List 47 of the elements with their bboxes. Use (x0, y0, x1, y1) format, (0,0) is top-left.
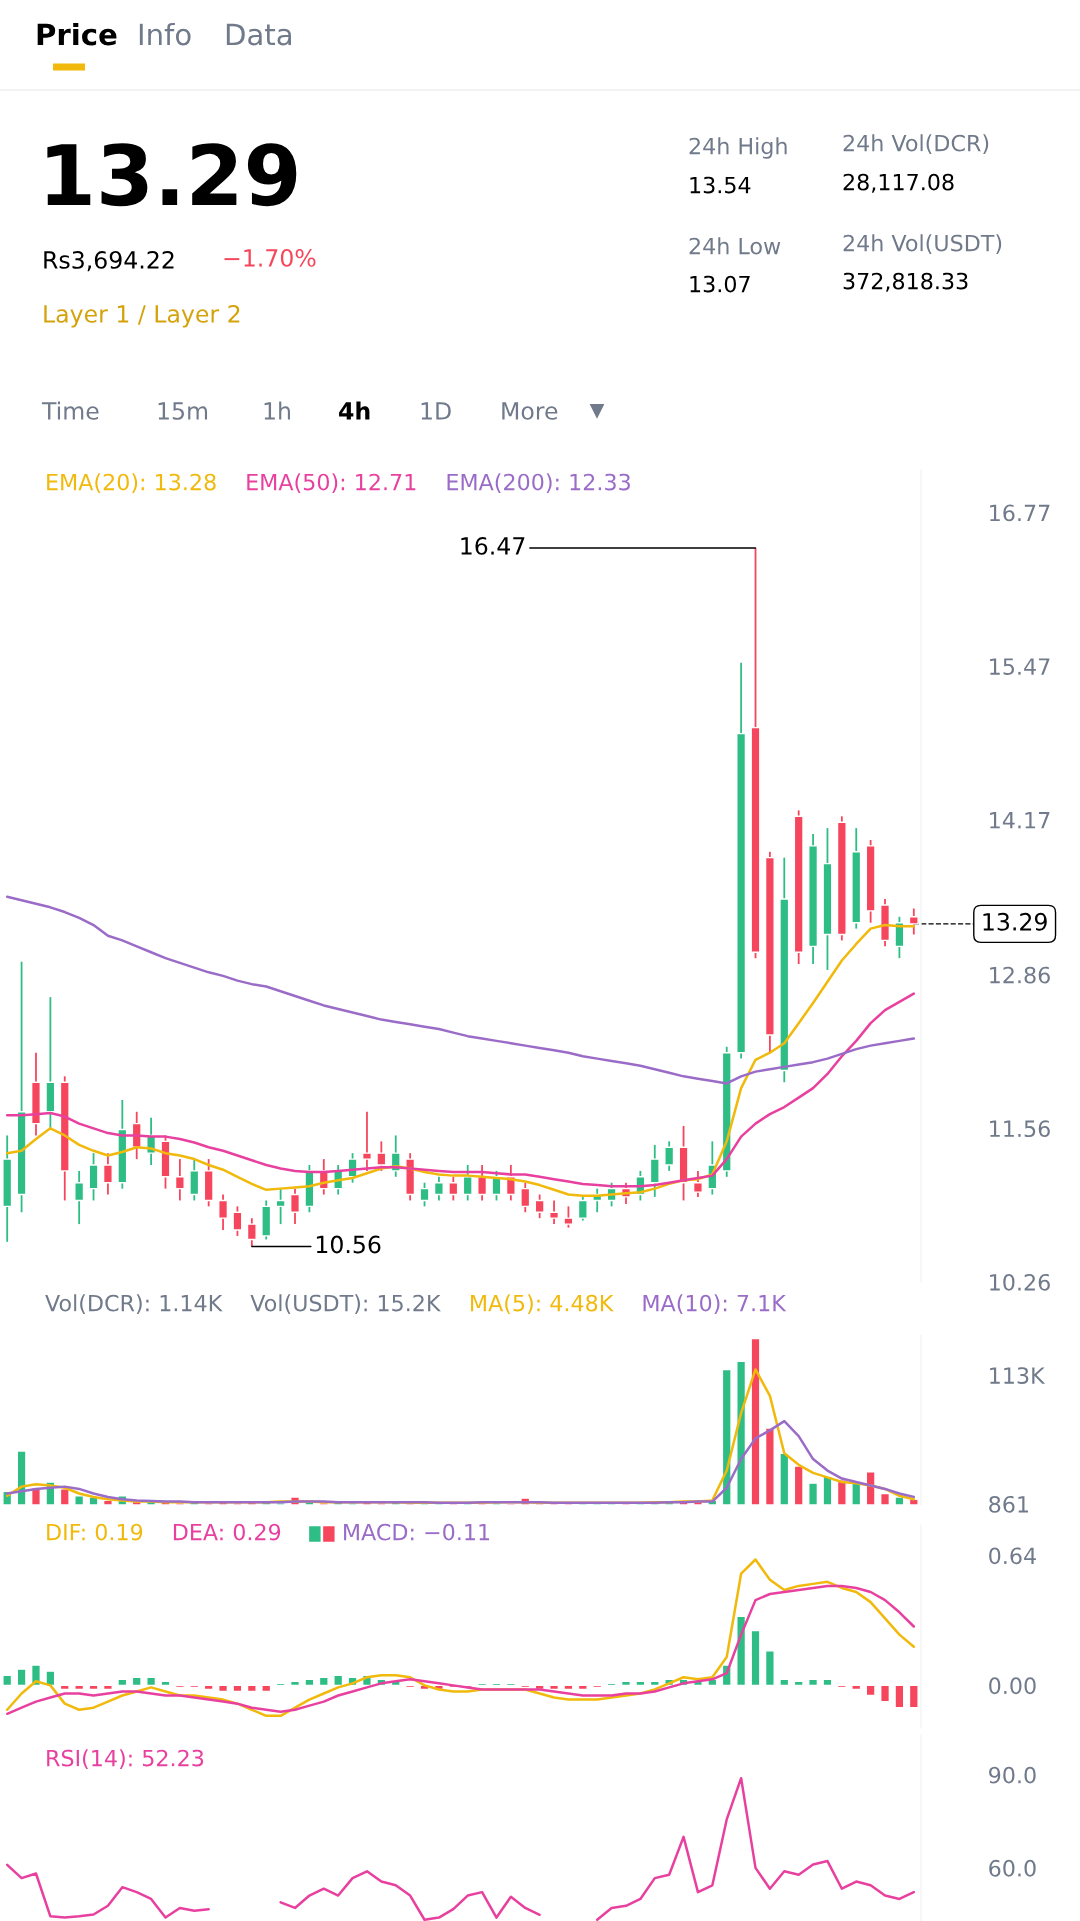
text: DEA: 0.29 (173, 1523, 281, 1541)
text: 372,818.33 (843, 272, 968, 292)
text: 24h High (689, 137, 787, 159)
text: Rs3,694.22 (44, 250, 174, 272)
y-tick-label: 0.00 (989, 1677, 1036, 1695)
text: Time (41, 401, 99, 420)
text: Vol(DCR): 1.14K (45, 1294, 223, 1315)
y-tick-label: 60.0 (989, 1859, 1036, 1877)
text: Vol(USDT): 15.2K (250, 1294, 441, 1315)
y-tick-label: 16.77 (990, 504, 1050, 522)
text: EMA(200): 12.33 (447, 473, 630, 494)
y-tick-label: 861 (989, 1495, 1029, 1513)
text: Info (139, 22, 191, 46)
y-tick-label: 11.56 (990, 1120, 1050, 1138)
text: −1.70% (224, 248, 316, 267)
text: 28,117.08 (843, 173, 954, 193)
text: 13.29 (47, 143, 297, 207)
y-tick-label: 15.47 (990, 658, 1050, 675)
y-tick-label: 12.86 (990, 966, 1050, 984)
y-tick-label: 113K (990, 1367, 1046, 1384)
ref-line-label: 13.29 (983, 912, 1047, 931)
y-tick-label: 14.17 (990, 812, 1050, 829)
text: 13.07 (690, 275, 750, 293)
text: RSI(14): 52.23 (47, 1749, 204, 1770)
annotation: 16.47 (461, 537, 525, 555)
text: 15m (158, 402, 208, 420)
text: MA(5): 4.48K (471, 1294, 614, 1315)
text: EMA(50): 12.71 (247, 473, 416, 494)
y-tick-label: 10.26 (990, 1273, 1050, 1291)
text: 24h Low (689, 237, 781, 255)
text: Price (37, 22, 117, 46)
annotation: 10.56 (316, 1235, 381, 1254)
text: MA(10): 7.1K (643, 1294, 787, 1315)
text: More (502, 402, 558, 420)
text: Layer 1 / Layer 2 (44, 304, 240, 328)
y-tick-label: 90.0 (989, 1766, 1036, 1784)
text: 4h (339, 401, 370, 420)
text: EMA(20): 13.28 (47, 473, 216, 494)
text: 24h Vol(USDT) (843, 234, 1002, 255)
text: DIF: 0.19 (47, 1523, 143, 1541)
text: 1h (264, 401, 290, 420)
text: Data (226, 23, 291, 46)
text: 13.54 (690, 176, 751, 194)
legend-label: MACD: −0.11 (344, 1523, 490, 1541)
text: 1D (421, 402, 451, 420)
y-tick-label: 0.64 (989, 1547, 1036, 1565)
text: 24h Vol(DCR) (843, 134, 989, 155)
